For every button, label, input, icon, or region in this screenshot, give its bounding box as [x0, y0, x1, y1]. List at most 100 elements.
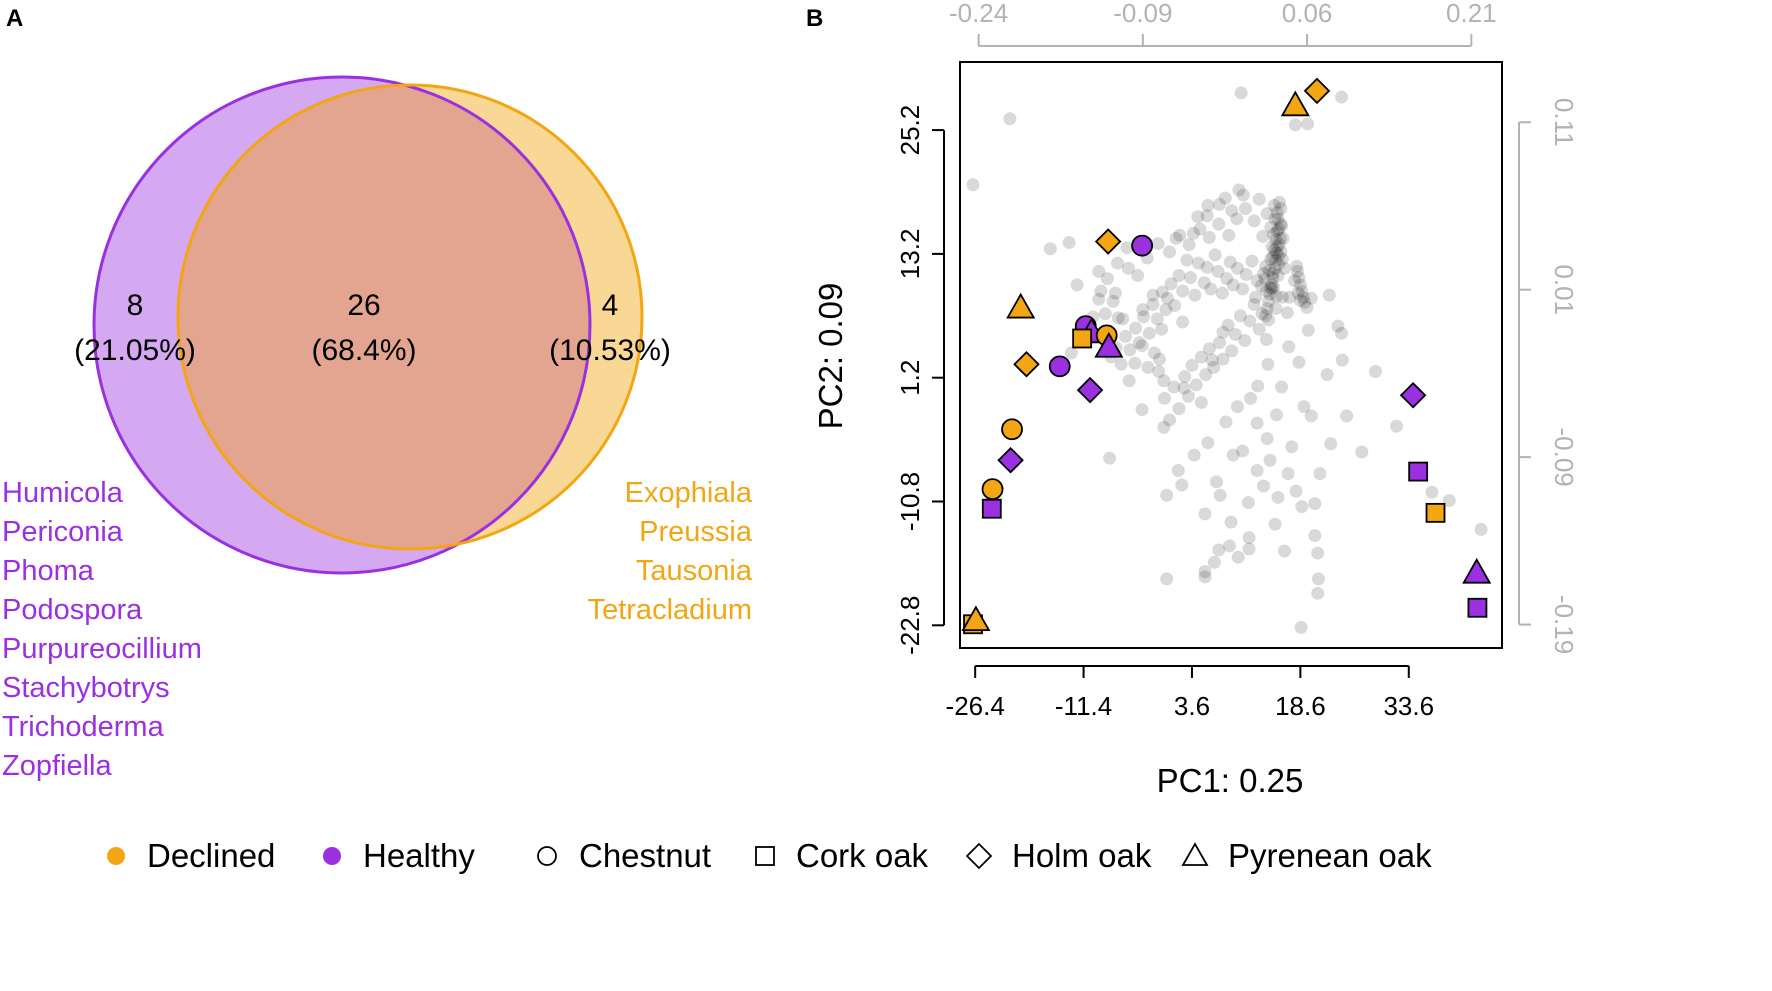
taxon-point [1207, 555, 1221, 569]
taxon-point [1259, 284, 1273, 298]
taxon-point [1271, 212, 1285, 226]
taxon-point [1103, 451, 1117, 465]
taxon-point [1266, 266, 1280, 280]
taxon-point [1266, 271, 1280, 285]
taxon-point [1272, 238, 1286, 252]
taxon-point [1270, 206, 1284, 220]
taxon-point [1146, 297, 1160, 311]
taxon-point [1160, 488, 1174, 502]
taxon-point [1271, 269, 1285, 283]
taxon-point [1216, 352, 1230, 366]
y-tick-label: 25.2 [895, 105, 925, 156]
x-axis-label: PC1: 0.25 [1157, 762, 1304, 799]
x-tick-label: -11.4 [1055, 691, 1112, 721]
x-tick-label: 18.6 [1275, 691, 1326, 721]
taxon-point [1263, 453, 1277, 467]
taxon-point [1249, 290, 1263, 304]
taxon-point [1264, 252, 1278, 266]
taxon-point [1176, 284, 1190, 298]
taxon-point [1226, 448, 1240, 462]
x-tick-label: 3.6 [1174, 691, 1210, 721]
taxon-point [1275, 219, 1289, 233]
taxon-point [1251, 379, 1265, 393]
venn-middle-count: 26 [347, 289, 380, 322]
taxon-point [1120, 241, 1134, 255]
sample-point [1399, 381, 1427, 409]
taxon-point [1238, 202, 1252, 215]
taxon-point [1289, 484, 1303, 498]
taxon-point [1184, 271, 1198, 285]
legend-status-marker [107, 847, 125, 865]
taxon-point [1167, 380, 1181, 394]
sample-point [1072, 328, 1093, 349]
taxon-point [1092, 264, 1106, 278]
taxon-point [1272, 222, 1286, 236]
taxon-point [1311, 546, 1325, 560]
sample-point [1048, 355, 1071, 378]
taxon-point [1062, 236, 1076, 250]
top-axis: -0.24 -0.09 0.06 0.21 [949, 0, 1497, 47]
taxon-point [1264, 278, 1278, 292]
taxon-point [1003, 112, 1017, 126]
taxon-point [1223, 255, 1237, 269]
taxon-point [1160, 572, 1174, 586]
legend-species-label: Holm oak [1012, 837, 1152, 874]
plot-frame [959, 61, 1503, 649]
sample-point [981, 478, 1004, 501]
legend-holm-oak-icon [965, 842, 993, 870]
taxon-point [1215, 286, 1229, 300]
taxon-point [1157, 374, 1171, 388]
healthy-genus-label: Periconia [2, 516, 124, 548]
taxon-point [1171, 464, 1185, 478]
taxon-point [1264, 220, 1278, 234]
taxon-point [1181, 389, 1195, 403]
sample-point [981, 498, 1002, 519]
taxon-point [1141, 360, 1155, 374]
sample-point [1001, 418, 1023, 441]
venn-left-percent: (21.05%) [74, 334, 196, 367]
taxon-point [1151, 237, 1165, 251]
panel-label-b: B [806, 5, 823, 32]
top-tick-label: -0.24 [949, 0, 1008, 28]
taxon-point [1131, 269, 1145, 283]
taxon-point [1335, 90, 1349, 104]
taxon-point [1273, 231, 1287, 245]
taxon-point [1267, 198, 1281, 212]
taxon-point [1218, 191, 1232, 205]
top-tick-label: 0.21 [1446, 0, 1497, 28]
venn-circle-declined-edge [176, 83, 644, 551]
taxon-point [1268, 212, 1282, 226]
taxon-point [1231, 261, 1245, 275]
taxon-point [1267, 227, 1281, 241]
taxon-point [1268, 261, 1282, 275]
taxon-point [1155, 285, 1169, 299]
right-tick-label: -0.09 [1549, 427, 1579, 486]
taxon-point [1092, 292, 1106, 306]
taxon-point [1308, 529, 1322, 543]
taxon-point [1199, 368, 1213, 382]
taxon-point [1243, 314, 1257, 328]
taxon-point [1335, 326, 1349, 340]
taxon-point [1288, 118, 1302, 132]
taxon-point [1236, 444, 1250, 458]
taxon-point [1320, 368, 1334, 382]
declined-genus-label: Exophiala [625, 477, 753, 509]
taxon-point [1265, 282, 1279, 296]
venn-overlap-region [178, 85, 590, 549]
taxon-point [1219, 415, 1233, 429]
taxon-point [1267, 280, 1281, 294]
taxon-point [1263, 287, 1277, 301]
taxon-point [1211, 264, 1225, 278]
taxon-point [1269, 253, 1283, 267]
x-tick-label: -26.4 [946, 691, 1005, 721]
taxon-point [1442, 493, 1456, 507]
sample-point [1006, 292, 1036, 319]
declined-genus-label: Tausonia [636, 555, 753, 587]
taxon-point [1194, 395, 1208, 409]
sample-point [1462, 557, 1492, 584]
taxon-point [1135, 339, 1149, 353]
taxon-point [1198, 565, 1212, 579]
taxon-point [1230, 212, 1244, 226]
taxon-point [1236, 282, 1250, 296]
